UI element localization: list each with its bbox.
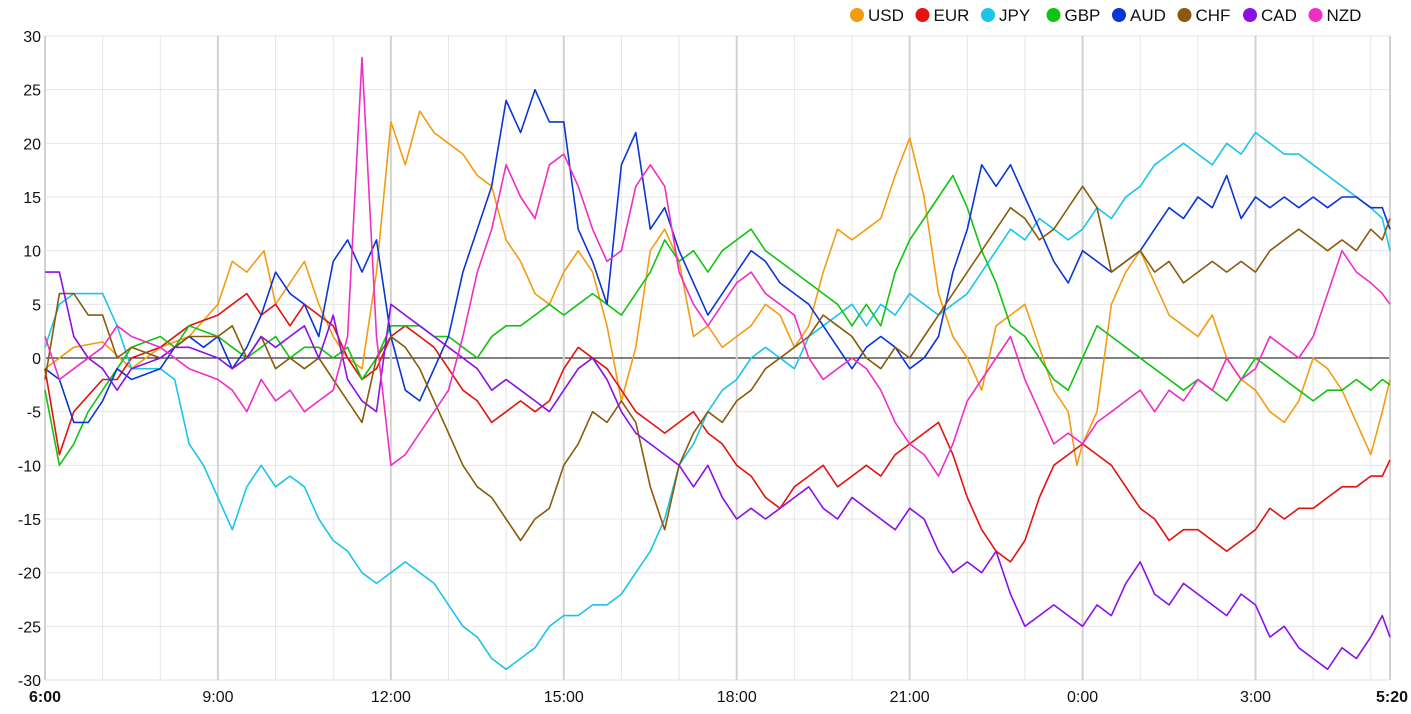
legend-marker-icon [1308, 8, 1323, 22]
x-tick-label: 15:00 [544, 689, 584, 706]
legend-label: CHF [1196, 6, 1231, 25]
legend-label: AUD [1130, 6, 1166, 25]
legend-label: EUR [934, 6, 970, 25]
x-tick-label: 5:20 [1376, 689, 1408, 706]
legend-item-jpy[interactable]: JPY [981, 6, 1030, 25]
series-line-jpy [44, 131, 1391, 671]
x-tick-label: 18:00 [717, 689, 757, 706]
y-tick-label: -30 [18, 673, 41, 690]
x-tick-label: 0:00 [1067, 689, 1098, 706]
x-tick-label: 3:00 [1240, 689, 1271, 706]
legend-label: GBP [1065, 6, 1101, 25]
y-tick-label: 0 [32, 351, 41, 368]
legend-item-nzd[interactable]: NZD [1308, 6, 1362, 25]
legend-marker-icon [1046, 8, 1061, 22]
axes: 30 25 20 15 10 5 0 -5 -10 -15 -20 -25 -306:00 9:00 12:… [18, 29, 1408, 706]
y-tick-label: -25 [18, 619, 41, 636]
legend-marker-icon [1243, 8, 1257, 22]
y-tick-label: 20 [23, 136, 41, 153]
x-tick-label: 9:00 [202, 689, 233, 706]
series-line-eur [44, 292, 1391, 563]
legend-label: USD [868, 6, 904, 25]
legend[interactable]: USD EUR JPY GBP AUD CHF CAD NZD [850, 6, 1361, 25]
legend-item-gbp[interactable]: GBP [1046, 6, 1101, 25]
y-tick-label: -10 [18, 458, 41, 475]
legend-item-cad[interactable]: CAD [1243, 6, 1297, 25]
series-line-nzd [44, 56, 1391, 477]
legend-marker-icon [1112, 8, 1126, 22]
grid [44, 35, 1391, 681]
legend-item-aud[interactable]: AUD [1112, 6, 1166, 25]
y-tick-label: 5 [32, 297, 41, 314]
series-line-chf [44, 185, 1391, 542]
x-tick-label: 21:00 [890, 689, 930, 706]
series-line-aud [44, 88, 1391, 424]
legend-marker-icon [1177, 8, 1192, 22]
y-tick-label: -15 [18, 512, 41, 529]
legend-item-eur[interactable]: EUR [915, 6, 970, 25]
y-tick-label: 30 [23, 29, 41, 46]
y-tick-label: 25 [23, 83, 41, 100]
legend-marker-icon [915, 8, 930, 22]
x-tick-label: 12:00 [371, 689, 411, 706]
y-tick-label: 15 [23, 190, 41, 207]
y-tick-label: 10 [23, 244, 41, 261]
legend-label: JPY [999, 6, 1030, 25]
series-line-gbp [44, 174, 1391, 467]
legend-item-chf[interactable]: CHF [1177, 6, 1231, 25]
legend-marker-icon [981, 8, 995, 22]
legend-label: NZD [1327, 6, 1362, 25]
legend-label: CAD [1261, 6, 1297, 25]
x-tick-label: 6:00 [29, 689, 61, 706]
legend-item-usd[interactable]: USD [850, 6, 904, 25]
y-tick-label: -5 [27, 405, 41, 422]
series-line-cad [45, 271, 1391, 671]
series-lines [44, 56, 1391, 671]
legend-marker-icon [850, 8, 864, 22]
y-tick-label: -20 [18, 566, 41, 583]
